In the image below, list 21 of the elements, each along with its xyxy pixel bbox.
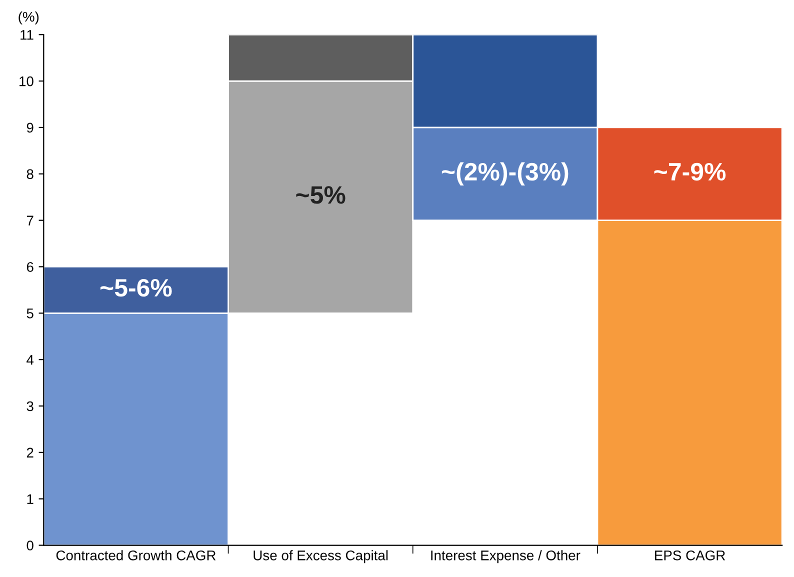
y-tick-label: 2: [26, 448, 34, 458]
x-tick-label: EPS CAGR: [655, 550, 726, 560]
y-tick-label: 7: [26, 216, 34, 226]
annotation: ~5-6%: [100, 278, 172, 297]
y-tick-label: 4: [26, 355, 34, 365]
y-tick-label: 10: [20, 76, 34, 86]
annotation: ~(2%)-(3%): [442, 162, 568, 186]
annotation: ~5%: [296, 186, 346, 204]
y-tick-label: 6: [26, 262, 34, 272]
y-tick-label: 11: [20, 30, 34, 40]
y-tick-label: 5: [26, 308, 34, 318]
y-tick-label: 8: [26, 169, 34, 180]
y-tick-label: 1: [27, 494, 34, 504]
y-axis-title: (%): [18, 11, 39, 24]
x-tick-label: Use of Excess Capital: [254, 550, 388, 564]
y-tick-label: 9: [26, 122, 34, 133]
x-tick-label: Interest Expense / Other: [431, 550, 580, 564]
annotation: ~7-9%: [654, 162, 726, 181]
y-tick-label: 0: [26, 540, 34, 550]
x-tick-label: Contracted Growth CAGR: [56, 550, 216, 560]
y-tick-label: 3: [26, 401, 34, 412]
